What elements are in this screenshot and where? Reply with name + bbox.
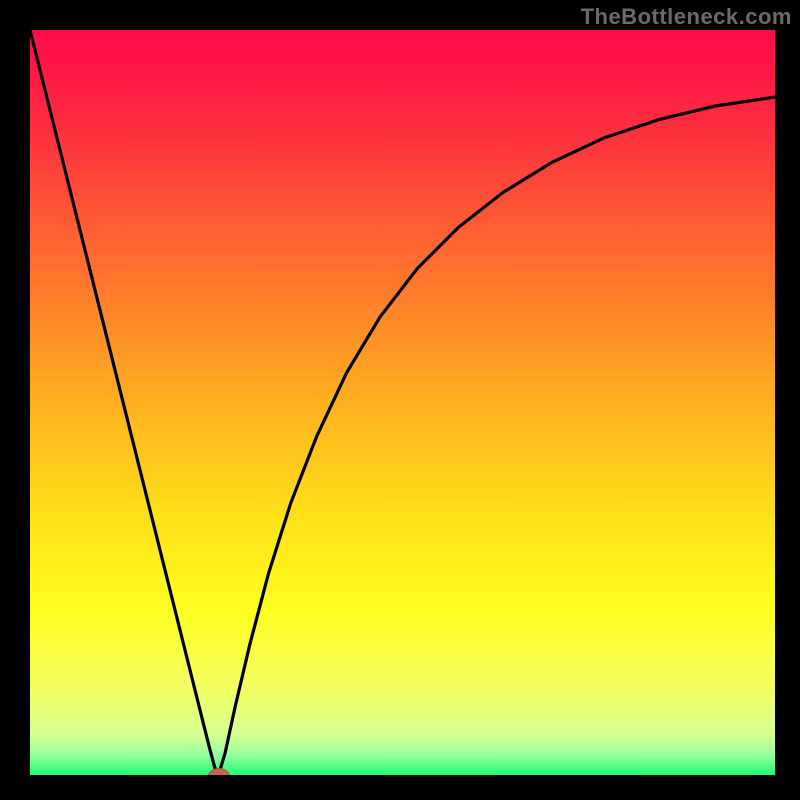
curve-path <box>30 30 775 773</box>
bottleneck-curve <box>30 30 775 775</box>
plot-area <box>30 30 775 775</box>
chart-container: TheBottleneck.com <box>0 0 800 800</box>
watermark-text: TheBottleneck.com <box>581 4 792 30</box>
